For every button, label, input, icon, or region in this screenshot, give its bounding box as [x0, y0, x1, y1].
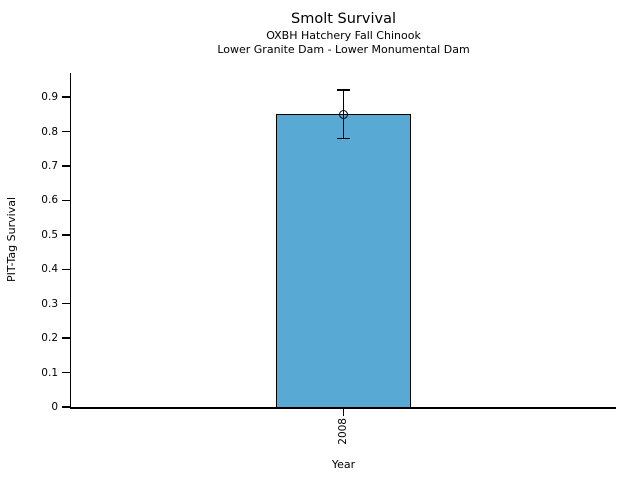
y-tick-mark	[61, 371, 70, 374]
chart-subtitle-line2: Lower Granite Dam - Lower Monumental Dam	[217, 42, 470, 56]
y-tick-label: 0.3	[41, 297, 58, 310]
chart-header: Smolt Survival OXBH Hatchery Fall Chinoo…	[71, 10, 616, 57]
data-point-marker	[339, 109, 348, 119]
y-tick-mark	[61, 337, 70, 339]
y-tick-label: 0.1	[41, 366, 58, 379]
bar-2008	[276, 114, 411, 407]
y-tick-mark	[61, 406, 70, 408]
x-axis-label: Year	[331, 458, 356, 471]
y-tick-mark	[61, 302, 70, 305]
y-axis-spine	[69, 73, 71, 409]
y-tick-label: 0.6	[41, 194, 58, 207]
x-tick-label: 2008	[336, 418, 349, 445]
y-tick-label: 0	[51, 401, 58, 413]
y-tick-mark	[61, 165, 70, 167]
y-tick-mark	[61, 268, 70, 271]
y-tick-mark	[61, 96, 70, 98]
x-axis-spine	[69, 407, 616, 409]
error-bar-cap-bottom	[337, 137, 350, 140]
y-tick-label: 0.7	[41, 159, 58, 172]
y-tick-label: 0.9	[41, 91, 58, 104]
chart-title: Smolt Survival	[291, 11, 396, 27]
y-tick-label: 0.4	[41, 263, 58, 276]
y-tick-label: 0.8	[41, 125, 58, 138]
error-bar-cap-top	[337, 89, 350, 91]
x-tick-mark	[342, 408, 345, 416]
y-tick-mark	[61, 130, 70, 133]
y-tick-label: 0.5	[41, 228, 58, 241]
y-tick-mark	[61, 234, 70, 236]
y-tick-mark	[61, 199, 70, 202]
y-tick-label: 0.2	[41, 332, 58, 345]
chart-subtitle-line1: OXBH Hatchery Fall Chinook	[266, 29, 421, 43]
